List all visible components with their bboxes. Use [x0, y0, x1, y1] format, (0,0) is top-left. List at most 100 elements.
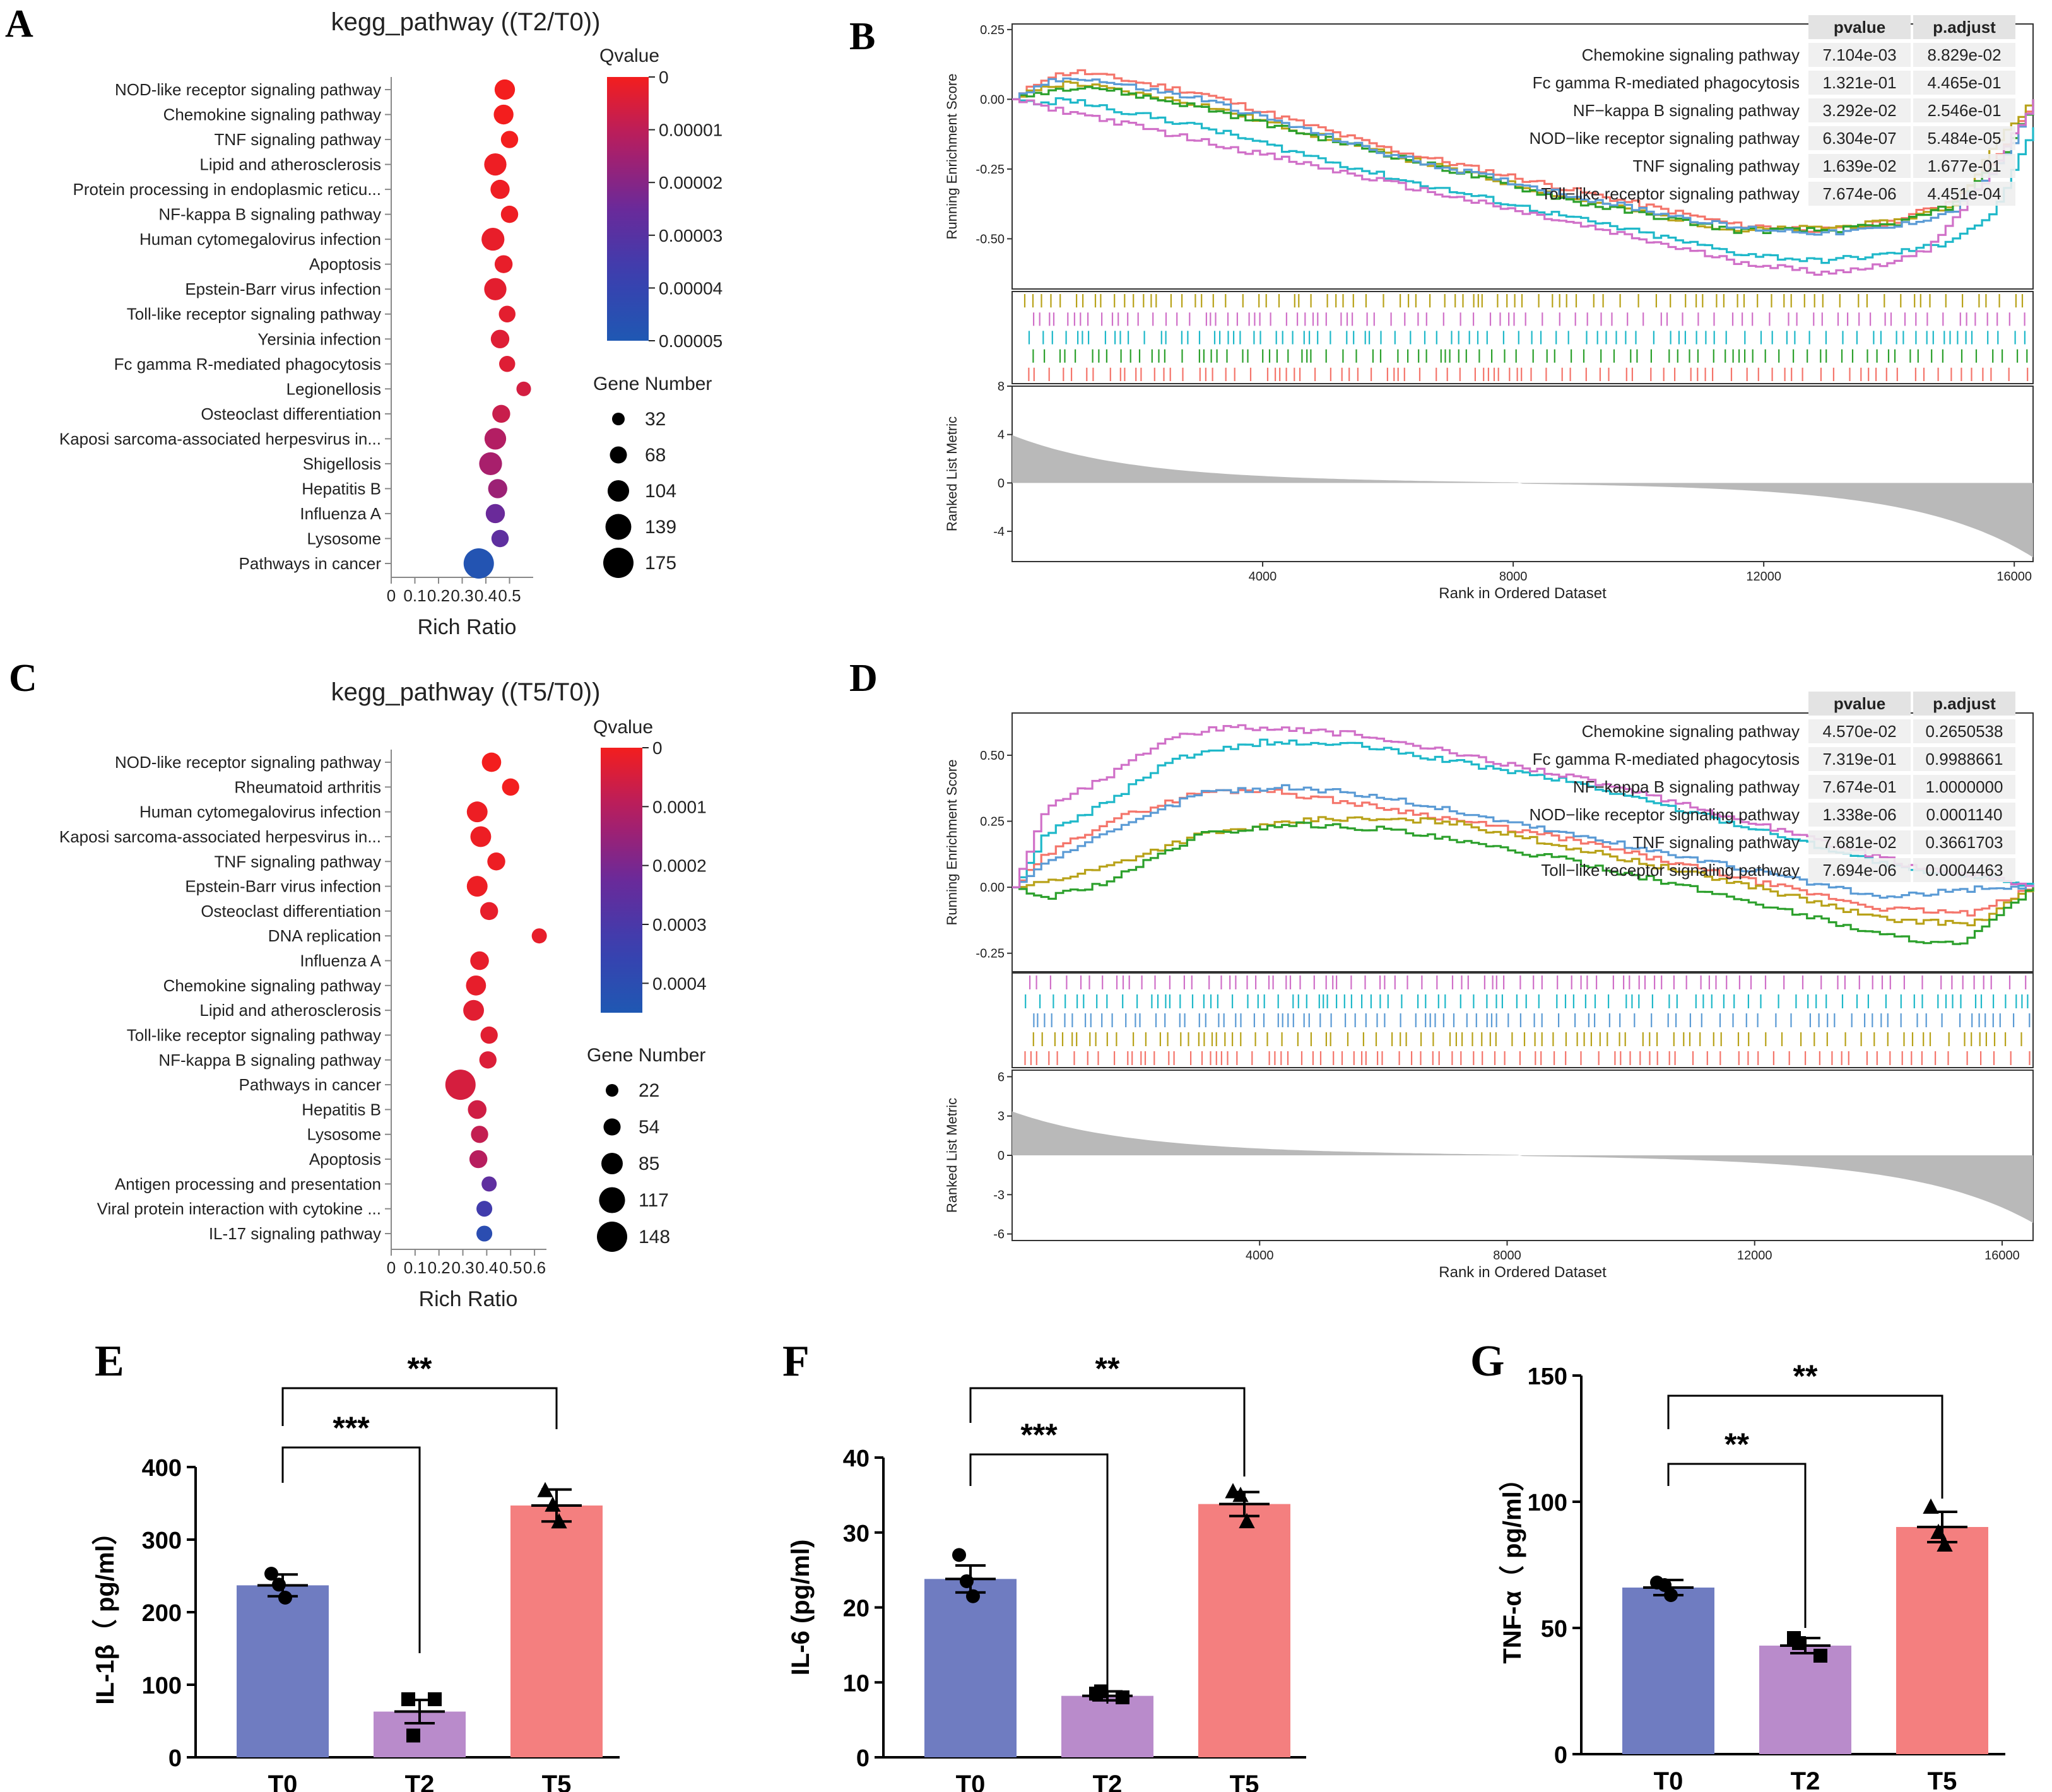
- size-legend-dot: [599, 1187, 625, 1213]
- significance-bracket: [1667, 1394, 1943, 1499]
- data-point: [264, 1567, 278, 1581]
- data-point: [1930, 1523, 1947, 1539]
- pathway-label: Fc gamma R-mediated phagocytosis: [114, 355, 381, 374]
- significance-bracket: [969, 1453, 1109, 1704]
- es-y-axis-label: Running Enrichment Score: [944, 74, 960, 240]
- pvalue-cell: 7.674e-01: [1822, 777, 1896, 796]
- pathway-label: Chemokine signaling pathway: [163, 105, 381, 124]
- panel-label-c: C: [9, 657, 37, 700]
- hit-marks: [1033, 312, 2025, 326]
- es-y-tick-label: 0.50: [980, 749, 1005, 763]
- ranked-y-axis-label: Ranked List Metric: [944, 416, 960, 531]
- significance-label: **: [1725, 1427, 1749, 1462]
- bar-t5: [1198, 1504, 1290, 1757]
- padjust-cell: 4.451e-04: [1927, 184, 2001, 203]
- pathway-label: NOD-like receptor signaling pathway: [115, 753, 381, 772]
- es-curve: [1012, 98, 2034, 276]
- table-cell: [1808, 719, 1911, 743]
- pvalue-cell: 7.319e-01: [1822, 750, 1896, 769]
- bubble: [470, 826, 492, 847]
- table-header-padjust: p.adjust: [1933, 694, 1996, 713]
- x-axis-label: Rich Ratio: [419, 1287, 518, 1311]
- x-tick-label: 12000: [1746, 570, 1781, 584]
- table-cell: [1913, 803, 2015, 827]
- pathway-label: Pathways in cancer: [239, 554, 382, 573]
- bar-t2: [1061, 1695, 1153, 1757]
- y-axis-label: TNF-α（ pg/ml）: [1499, 1466, 1526, 1663]
- significance-label: **: [1095, 1351, 1120, 1386]
- series-label: Fc gamma R-mediated phagocytosis: [1533, 750, 1800, 769]
- bubble: [516, 381, 531, 396]
- y-tick-label: 0: [168, 1745, 182, 1772]
- size-legend-label: 117: [639, 1190, 669, 1211]
- table-cell: [1808, 747, 1911, 771]
- data-point: [1232, 1487, 1249, 1502]
- table-cell: [1808, 803, 1911, 827]
- pvalue-cell: 7.674e-06: [1822, 184, 1896, 203]
- pathway-label: Apoptosis: [309, 255, 381, 274]
- x-tick-label: 8000: [1493, 1249, 1521, 1263]
- pathway-label: Epstein-Barr virus infection: [185, 280, 381, 298]
- chart-title: kegg_pathway ((T2/T0)): [331, 8, 601, 36]
- hits-frame: [1011, 972, 2034, 1068]
- bubble: [481, 228, 505, 251]
- size-legend-dot: [610, 446, 627, 464]
- bubble: [484, 153, 507, 176]
- data-point: [952, 1548, 966, 1562]
- bubble: [499, 356, 516, 372]
- padjust-cell: 2.546e-01: [1927, 101, 2001, 120]
- ranked-metric-area: [1012, 1111, 2033, 1223]
- panel-label-b: B: [849, 15, 875, 58]
- bar-t5: [1896, 1527, 1988, 1754]
- x-tick-label: T5: [1230, 1771, 1259, 1792]
- table-cell: [1808, 154, 1911, 178]
- es-y-tick-label: 0.25: [980, 815, 1005, 829]
- bubble: [479, 1051, 497, 1069]
- bubble: [471, 1126, 488, 1143]
- series-label: Toll−like receptor signaling pathway: [1541, 861, 1800, 880]
- panel-a-bubble-chart: kegg_pathway ((T2/T0)) NOD-like receptor …: [59, 8, 722, 639]
- padjust-cell: 0.3661703: [1926, 833, 2003, 852]
- table-cell: [1808, 126, 1911, 150]
- size-legend-label: 139: [645, 517, 676, 538]
- es-curve: [1012, 77, 2034, 236]
- bubble: [500, 205, 519, 223]
- table-cell: [1808, 858, 1911, 882]
- bubble: [468, 1100, 487, 1119]
- size-legend-dot: [605, 514, 632, 540]
- es-y-tick-label: 0.25: [980, 23, 1005, 37]
- series-label: Chemokine signaling pathway: [1582, 45, 1800, 64]
- x-tick-label: 0.2: [428, 1258, 451, 1277]
- pvalue-cell: 6.304e-07: [1822, 129, 1896, 148]
- bubble: [493, 104, 514, 125]
- ranked-y-tick-label: 0: [998, 1149, 1005, 1163]
- data-point: [1116, 1690, 1129, 1704]
- panel-d-gsea-plot: 0.50 0.25 0.00 -0.25 Running Enrichment Scor…: [944, 692, 2034, 1281]
- pathway-label: TNF signaling pathway: [215, 130, 381, 149]
- data-point: [1658, 1578, 1672, 1592]
- y-tick-label: 100: [142, 1673, 182, 1699]
- es-y-tick-label: -0.25: [976, 947, 1005, 961]
- bubble: [466, 876, 488, 897]
- pathway-label: Yersinia infection: [257, 329, 381, 348]
- pathway-label: Antigen processing and presentation: [115, 1174, 381, 1193]
- pathway-label: Osteoclast differentiation: [201, 902, 381, 921]
- x-tick-label: T5: [542, 1771, 572, 1792]
- data-point: [428, 1692, 442, 1706]
- padjust-cell: 1.677e-01: [1927, 156, 2001, 175]
- pathway-label: Kaposi sarcoma-associated herpesvirus in…: [59, 429, 381, 448]
- size-legend-label: 54: [639, 1117, 659, 1138]
- es-y-tick-label: 0.00: [980, 93, 1005, 107]
- bar-t0: [924, 1579, 1017, 1757]
- x-tick-label: 0.5: [499, 1258, 522, 1277]
- significance-bracket: [281, 1387, 558, 1429]
- significance-bracket: [281, 1446, 421, 1653]
- size-legend-label: 85: [639, 1153, 659, 1174]
- pvalue-cell: 7.681e-02: [1822, 833, 1896, 852]
- size-legend-label: 22: [639, 1080, 659, 1101]
- table-header-cell: [1808, 692, 1911, 716]
- size-legend-label: 32: [645, 409, 666, 430]
- x-tick-label: 0.3: [451, 1258, 474, 1277]
- data-point: [1792, 1636, 1806, 1650]
- data-point: [1664, 1588, 1678, 1602]
